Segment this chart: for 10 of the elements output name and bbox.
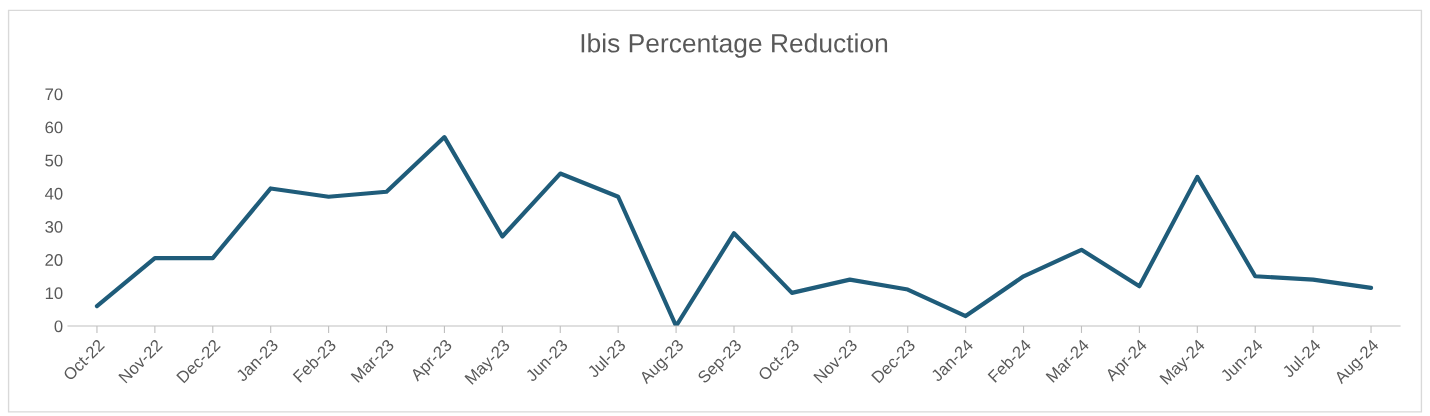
y-tick-label: 20: [45, 254, 63, 266]
y-tick-label: 40: [44, 187, 63, 200]
y-tick-label: 10: [45, 287, 63, 300]
y-tick-label: 70: [45, 88, 63, 101]
y-tick-label: 60: [45, 121, 63, 134]
line-series: [94, 135, 1374, 326]
y-tick-label: 0: [54, 320, 63, 333]
y-tick-label: 30: [45, 220, 63, 233]
y-tick-label: 50: [45, 154, 63, 167]
chart-title: Ibis Percentage Reduction: [581, 33, 888, 58]
